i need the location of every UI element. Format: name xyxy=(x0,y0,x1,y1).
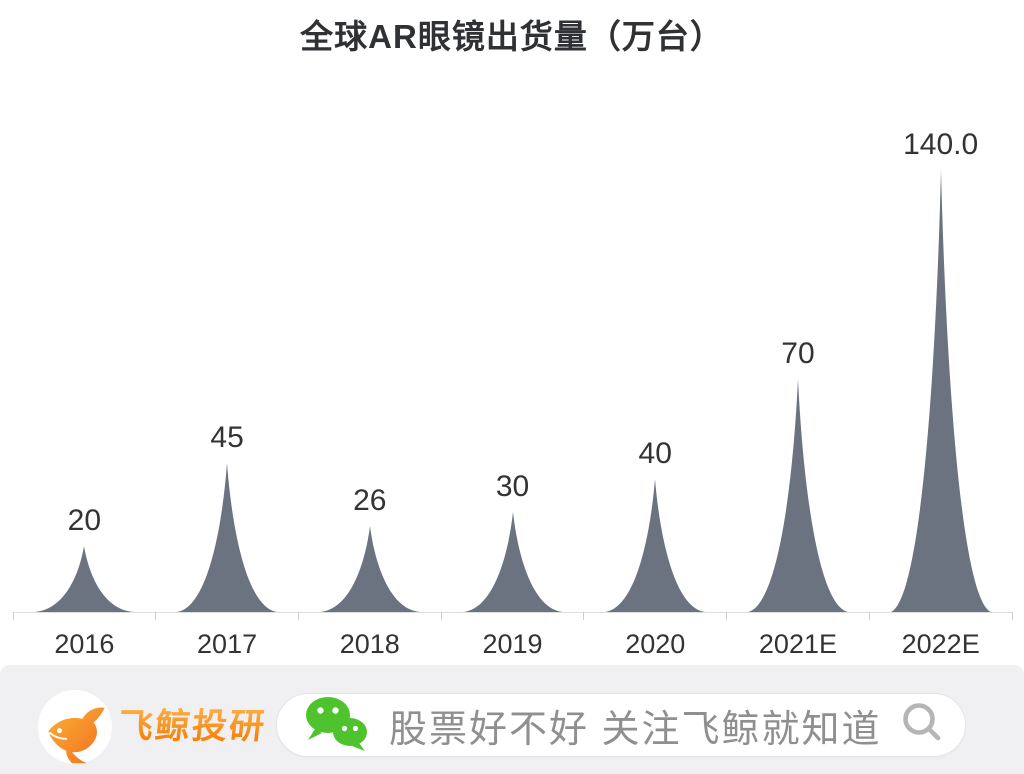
wechat-icon xyxy=(303,695,369,756)
x-axis-labels: 2016 2017 2018 2019 2020 2021E 2022E xyxy=(13,629,1012,660)
spike-mark xyxy=(319,526,420,612)
value-label: 20 xyxy=(67,504,102,537)
x-axis-label-2019: 2019 xyxy=(482,629,543,659)
value-label: 30 xyxy=(495,470,530,503)
brand-name: 飞鲸投研 xyxy=(116,707,269,746)
spike-column-2017: 45 xyxy=(156,130,299,612)
x-axis-label-2018: 2018 xyxy=(339,629,400,659)
x-axis-label-2020: 2020 xyxy=(625,629,686,659)
axis-tick xyxy=(868,612,870,620)
spike-chart-plot: 20 45 26 30 40 70 140.0 xyxy=(13,130,1012,612)
spike-column-2020: 40 xyxy=(584,130,727,612)
value-label: 45 xyxy=(210,421,244,454)
x-axis-label-2021E: 2021E xyxy=(758,629,837,659)
spike-column-2019: 30 xyxy=(441,130,584,612)
x-axis-line xyxy=(13,612,1012,613)
value-label: 26 xyxy=(353,484,387,517)
spike-column-2018: 26 xyxy=(298,130,441,612)
axis-tick xyxy=(155,612,157,620)
brand-logo xyxy=(38,690,112,764)
spike-mark xyxy=(34,546,135,612)
value-label: 140.0 xyxy=(903,128,979,161)
axis-tick xyxy=(440,612,442,620)
value-label: 70 xyxy=(781,337,815,370)
spike-mark xyxy=(605,479,706,612)
spike-column-2016: 20 xyxy=(13,130,156,612)
search-banner-text: 股票好不好 关注飞鲸就知道 xyxy=(389,708,882,751)
spike-mark xyxy=(890,170,991,612)
spike-mark xyxy=(177,463,278,612)
footer-banner: 飞鲸投研 股票好不好 关注飞鲸就知道 xyxy=(0,665,1024,774)
spike-mark xyxy=(747,379,848,612)
search-icon[interactable] xyxy=(899,700,945,751)
spike-mark xyxy=(462,512,563,612)
chart-title: 全球AR眼镜出货量（万台） xyxy=(300,18,724,55)
x-axis-label-2022E: 2022E xyxy=(901,629,980,659)
search-banner-pill[interactable]: 股票好不好 关注飞鲸就知道 xyxy=(276,693,966,757)
axis-tick xyxy=(297,612,299,620)
spike-column-2021E: 70 xyxy=(727,130,870,612)
whale-logo-icon xyxy=(38,690,112,768)
x-axis-label-2016: 2016 xyxy=(54,629,115,659)
axis-tick xyxy=(12,612,14,620)
axis-tick xyxy=(1011,612,1013,620)
value-label: 40 xyxy=(638,437,672,470)
spike-column-2022E: 140.0 xyxy=(869,130,1012,612)
axis-tick xyxy=(726,612,728,620)
x-axis-ticks xyxy=(12,612,1013,620)
x-axis-label-2017: 2017 xyxy=(197,629,258,659)
axis-tick xyxy=(583,612,585,620)
